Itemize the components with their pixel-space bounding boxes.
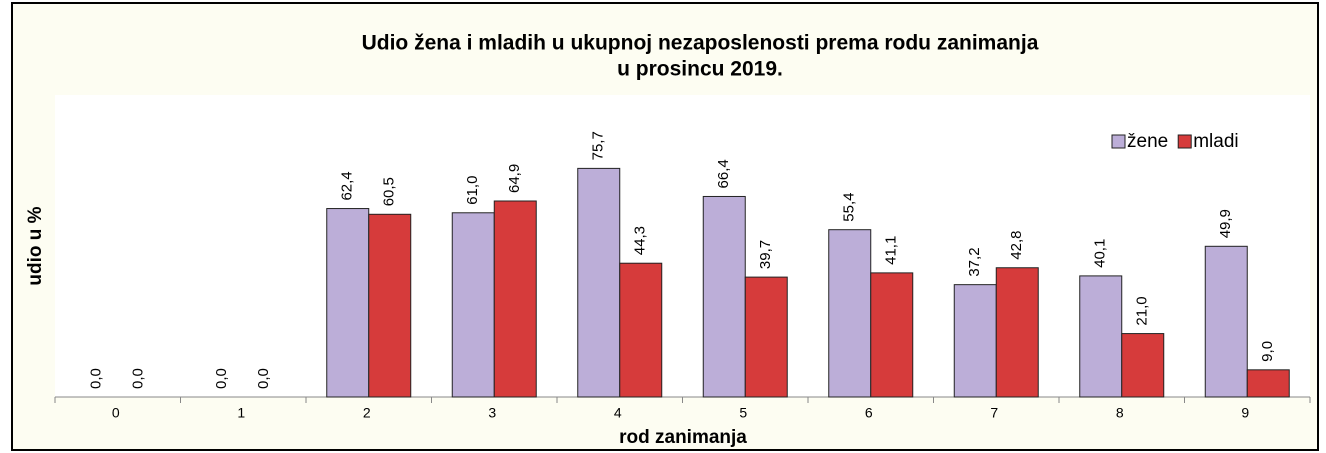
value-label: 61,0: [464, 176, 481, 205]
x-tick-label: 2: [363, 405, 371, 421]
value-label: 39,7: [757, 240, 774, 269]
x-tick-label: 8: [1116, 405, 1124, 421]
value-label: 40,1: [1092, 239, 1109, 268]
bar: [953, 284, 997, 398]
value-label: 37,2: [966, 247, 983, 276]
legend-swatch: [1177, 134, 1192, 149]
bar: [619, 262, 663, 398]
x-tick-label: 9: [1241, 405, 1249, 421]
x-tick-label: 7: [990, 405, 998, 421]
bar: [326, 208, 370, 398]
bar: [451, 212, 495, 398]
bar: [744, 276, 788, 398]
value-label: 41,1: [883, 236, 900, 265]
bar: [1246, 369, 1290, 398]
bar: [995, 267, 1039, 398]
chart-title: u prosincu 2019.: [617, 58, 783, 81]
bar: [702, 195, 746, 398]
x-tick-label: 0: [112, 405, 120, 421]
value-label: 0,0: [255, 368, 272, 389]
y-axis-title: udio u %: [25, 206, 46, 285]
x-tick-label: 4: [614, 405, 622, 421]
value-label: 55,4: [841, 192, 858, 221]
x-tick-label: 1: [237, 405, 245, 421]
value-label: 0,0: [213, 368, 230, 389]
value-label: 75,7: [590, 131, 607, 160]
bar: [493, 200, 537, 398]
legend-label: žene: [1127, 131, 1168, 152]
legend-swatch: [1111, 134, 1126, 149]
value-label: 21,0: [1134, 296, 1151, 325]
value-label: 44,3: [632, 226, 649, 255]
value-label: 60,5: [381, 177, 398, 206]
bar: [577, 167, 621, 398]
bar: [368, 213, 412, 398]
value-label: 66,4: [715, 159, 732, 188]
value-label: 42,8: [1008, 231, 1025, 260]
value-label: 0,0: [88, 368, 105, 389]
legend-label: mladi: [1193, 131, 1238, 152]
x-tick-label: 6: [865, 405, 873, 421]
bar: [828, 229, 872, 398]
chart-title: Udio žena i mladih u ukupnoj nezaposleno…: [362, 32, 1039, 55]
value-label: 9,0: [1259, 341, 1276, 362]
bar: [1204, 245, 1248, 398]
x-tick-label: 5: [739, 405, 747, 421]
value-label: 0,0: [130, 368, 147, 389]
x-tick-label: 3: [488, 405, 496, 421]
value-label: 49,9: [1217, 209, 1234, 238]
value-label: 62,4: [339, 171, 356, 200]
bar: [870, 272, 914, 398]
value-label: 64,9: [506, 164, 523, 193]
bar: [1079, 275, 1123, 398]
x-axis-title: rod zanimanja: [619, 427, 747, 448]
bar: [1121, 333, 1165, 398]
